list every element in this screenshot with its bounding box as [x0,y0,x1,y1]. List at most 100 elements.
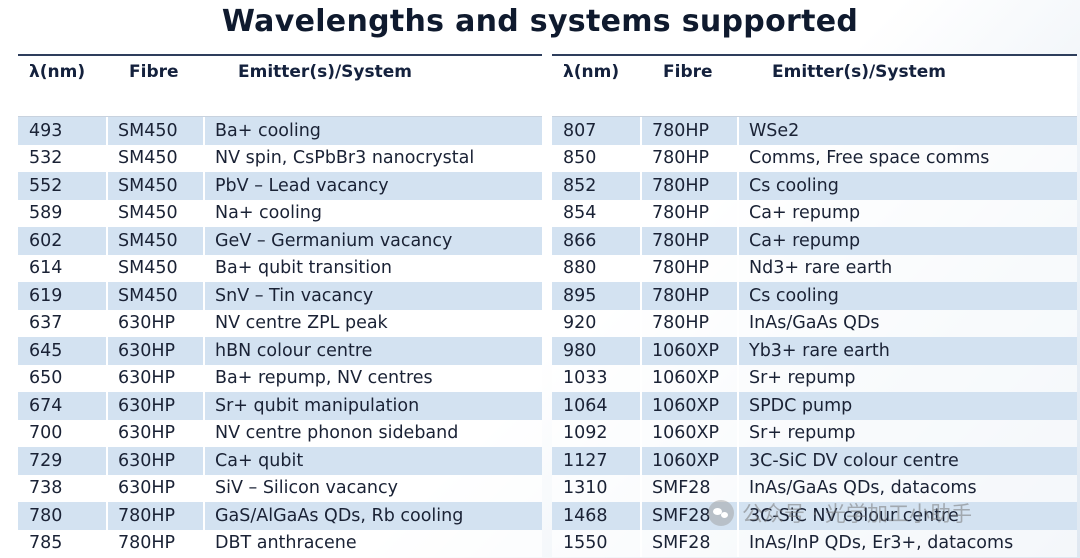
table-row: 780 780HP GaS/AlGaAs QDs, Rb cooling [18,502,542,530]
wavelength-cell: 866 [563,230,597,251]
table-row: 980 1060XP Yb3+ rare earth [552,337,1077,365]
table-row: 1127 1060XP 3C-SiC DV colour centre [552,447,1077,475]
emitter-cell: SnV – Tin vacancy [203,282,542,310]
wavelength-cell: 807 [563,120,597,141]
table-body: 493 SM450 Ba+ cooling 532 SM450 NV spin, CsPb… [18,116,542,557]
emitter-cell: WSe2 [737,117,1077,145]
emitter-cell: Sr+ repump [737,419,1077,447]
fibre-cell: 780HP [640,282,737,310]
fibre-cell: SM450 [106,199,203,227]
wavelength-cell: 637 [29,313,63,334]
emitter-cell: Sr+ repump [737,364,1077,392]
emitter-cell: NV centre phonon sideband [203,419,542,447]
fibre-cell: SM450 [106,227,203,255]
table-header: λ(nm) Fibre Emitter(s)/System [552,54,1077,116]
fibre-cell: SM450 [106,254,203,282]
wavelength-cell: 1310 [563,478,608,499]
wavelength-cell: 850 [563,148,597,169]
table-row: 807 780HP WSe2 [552,117,1077,145]
table-row: 700 630HP NV centre phonon sideband [18,419,542,447]
left-table: λ(nm) Fibre Emitter(s)/System 493 SM450 Ba… [18,54,542,557]
emitter-cell: Nd3+ rare earth [737,254,1077,282]
wavelength-cell: 650 [29,368,63,389]
wavelength-cell: 852 [563,175,597,196]
table-row: 645 630HP hBN colour centre [18,337,542,365]
wavelength-cell: 895 [563,285,597,306]
wavelength-cell: 1127 [563,450,608,471]
header-fibre: Fibre [129,62,179,82]
table-row: 1310 SMF28 InAs/GaAs QDs, datacoms [552,474,1077,502]
fibre-cell: 630HP [106,364,203,392]
emitter-cell: PbV – Lead vacancy [203,172,542,200]
wavelength-cell: 619 [29,285,63,306]
wavelength-cell: 493 [29,120,63,141]
table-row: 674 630HP Sr+ qubit manipulation [18,392,542,420]
fibre-cell: 780HP [640,172,737,200]
emitter-cell: Yb3+ rare earth [737,337,1077,365]
fibre-cell: 780HP [640,117,737,145]
emitter-cell: hBN colour centre [203,337,542,365]
header-emitter: Emitter(s)/System [238,62,413,82]
fibre-cell: 780HP [640,144,737,172]
table-row: 619 SM450 SnV – Tin vacancy [18,282,542,310]
fibre-cell: 780HP [106,529,203,557]
table-row: 589 SM450 Na+ cooling [18,199,542,227]
wavelength-cell: 1033 [563,368,608,389]
emitter-cell: NV spin, CsPbBr3 nanocrystal [203,144,542,172]
emitter-cell: NV centre ZPL peak [203,309,542,337]
emitter-cell: GaS/AlGaAs QDs, Rb cooling [203,502,542,530]
table-row: 738 630HP SiV – Silicon vacancy [18,474,542,502]
emitter-cell: Ba+ repump, NV centres [203,364,542,392]
header-fibre: Fibre [663,62,713,82]
table-row: 920 780HP InAs/GaAs QDs [552,309,1077,337]
fibre-cell: 1060XP [640,337,737,365]
emitter-cell: InAs/GaAs QDs, datacoms [737,474,1077,502]
emitter-cell: Ba+ qubit transition [203,254,542,282]
emitter-cell: 3C-SiC DV colour centre [737,447,1077,475]
fibre-cell: 780HP [640,254,737,282]
header-wavelength: λ(nm) [563,62,620,82]
fibre-cell: 1060XP [640,392,737,420]
emitter-cell: SPDC pump [737,392,1077,420]
fibre-cell: 630HP [106,392,203,420]
table-row: 729 630HP Ca+ qubit [18,447,542,475]
table-header: λ(nm) Fibre Emitter(s)/System [18,54,542,116]
table-body: 807 780HP WSe2 850 780HP Comms, Free space co… [552,116,1077,557]
wavelength-cell: 1092 [563,423,608,444]
fibre-cell: 780HP [640,309,737,337]
emitter-cell: Ca+ repump [737,199,1077,227]
wavelength-cell: 700 [29,423,63,444]
fibre-cell: 1060XP [640,419,737,447]
wavelength-cell: 1468 [563,505,608,526]
table-row: 1092 1060XP Sr+ repump [552,419,1077,447]
header-emitter: Emitter(s)/System [772,62,947,82]
page-title: Wavelengths and systems supported [221,4,859,39]
wavelength-cell: 920 [563,313,597,334]
emitter-cell: InAs/InP QDs, Er3+, datacoms [737,529,1077,557]
emitter-cell: Na+ cooling [203,199,542,227]
fibre-cell: SM450 [106,144,203,172]
emitter-cell: DBT anthracene [203,529,542,557]
table-row: 850 780HP Comms, Free space comms [552,144,1077,172]
wavelength-cell: 980 [563,340,597,361]
emitter-cell: InAs/GaAs QDs [737,309,1077,337]
wavelength-cell: 602 [29,230,63,251]
fibre-cell: 1060XP [640,447,737,475]
wavelength-cell: 589 [29,203,63,224]
fibre-cell: SMF28 [640,474,737,502]
fibre-cell: 630HP [106,474,203,502]
wavelength-cell: 532 [29,148,63,169]
emitter-cell: Cs cooling [737,172,1077,200]
fibre-cell: 780HP [640,199,737,227]
fibre-cell: 630HP [106,447,203,475]
table-row: 650 630HP Ba+ repump, NV centres [18,364,542,392]
wavelength-cell: 738 [29,478,63,499]
fibre-cell: SMF28 [640,529,737,557]
wavelength-cell: 674 [29,395,63,416]
wavelength-cell: 1550 [563,533,608,554]
table-row: 852 780HP Cs cooling [552,172,1077,200]
table-row: 785 780HP DBT anthracene [18,529,542,557]
wavelength-cell: 854 [563,203,597,224]
wavelength-cell: 645 [29,340,63,361]
table-row: 1550 SMF28 InAs/InP QDs, Er3+, datacoms [552,529,1077,557]
